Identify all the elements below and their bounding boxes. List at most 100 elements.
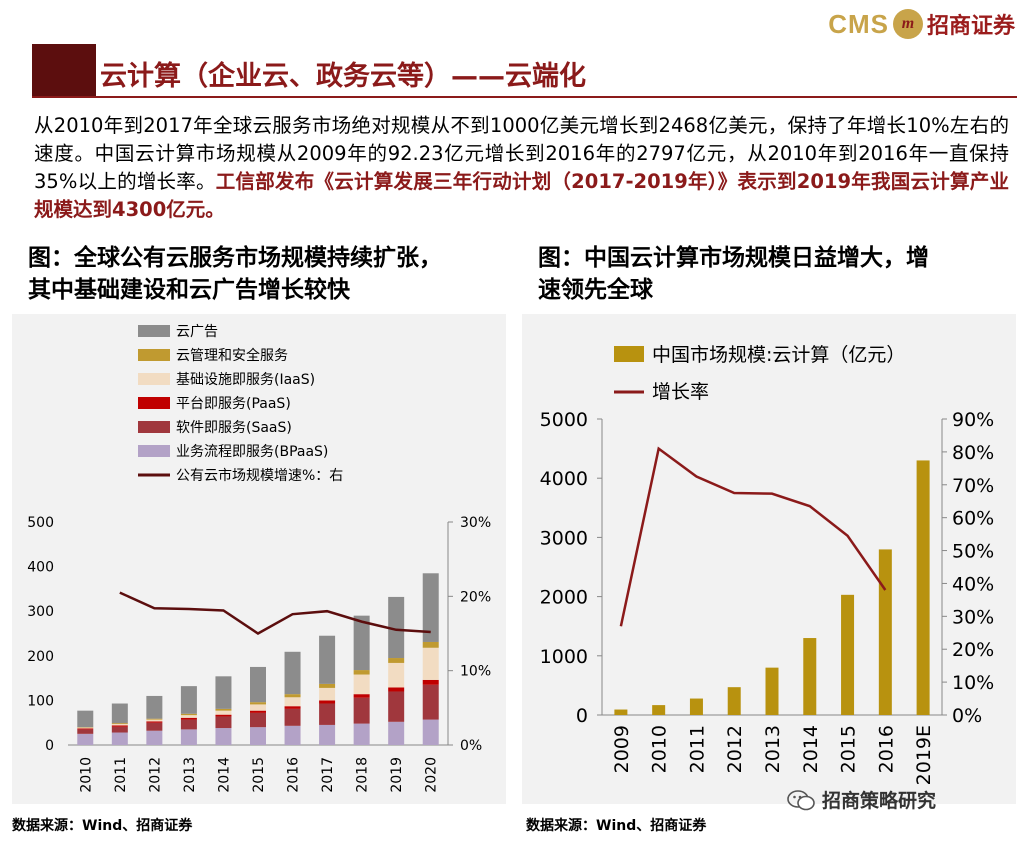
right-figure-title: 图：中国云计算市场规模日益增大，增 速领先全球 [538,242,1018,306]
bar-segment [353,697,370,724]
x-tick-label: 2015 [251,757,267,793]
bar-segment [111,703,128,724]
y-left-tick-label: 0 [45,738,54,754]
legend-label: 中国市场规模:云计算（亿元） [652,344,905,366]
bar-segment [215,716,232,729]
bar-segment [284,651,301,695]
x-tick-label: 2019 [389,757,405,793]
y-right-tick-label: 20% [952,639,994,661]
bar-segment [180,713,197,716]
china-cloud-chart: 中国市场规模:云计算（亿元） 增长率 0 1000 2000 3000 4000 5000 0%… [540,344,995,785]
y-right-tick-label: 60% [952,508,994,530]
legend-label: 平台即服务(PaaS) [176,396,291,412]
bar-segment [250,712,266,728]
bar-segment [353,674,370,695]
intro-highlight-text: 工信部发布《云计算发展三年行动计划（2017-2019年）》表示到2019年我国… [34,170,1009,221]
bar-segment [111,723,128,725]
bar [727,687,741,715]
left-figure-title-line1: 图：全球公有云服务市场规模持续扩张， [28,245,442,271]
left-figure-title-line2: 其中基础建设和云广告增长较快 [28,277,350,303]
bar [803,638,817,715]
bar-segment [146,721,163,723]
bar-segment [284,708,301,726]
bar-segment [77,729,94,734]
bar-segment [284,706,301,709]
bar-segment [319,724,336,745]
x-tick-label: 2020 [424,757,440,793]
y-left-tick-label: 500 [27,515,54,531]
left-chart-panel: 云广告 云管理和安全服务 基础设施即服务(IaaS) 平台即服务(PaaS) 软件即服务… [12,314,506,804]
growth-line [619,446,887,627]
bar-segment [353,670,370,675]
bar-segment [77,733,94,745]
wechat-watermark: 招商策略研究 [786,786,936,813]
bar-segment [250,710,266,713]
bar-segment [215,710,232,715]
watermark-text: 招商策略研究 [822,790,937,812]
left-source-note: 数据来源：Wind、招商证券 [12,818,193,834]
right-source-note: 数据来源：Wind、招商证券 [526,818,707,834]
bar-segment [180,686,197,714]
x-tick-label: 2010 [78,757,94,793]
bar-segment [284,697,301,707]
x-tick-label: 2010 [649,725,671,773]
x-tick-label: 2011 [113,757,129,793]
legend-swatch [138,445,170,457]
legend-label: 业务流程即服务(BPaaS) [176,444,328,460]
bar-segment [77,727,94,729]
legend-swatch [138,397,170,409]
x-tick-label: 2019E [913,725,935,785]
bar-segment [180,717,197,720]
bar [841,594,855,715]
x-tick-label: 2013 [182,757,198,793]
y-left-tick-label: 4000 [540,468,588,490]
y-left-tick-label: 100 [27,693,54,709]
bar-segment [180,715,197,718]
bar-segment [422,647,439,680]
bar-segment [215,676,232,709]
x-tick-label: 2012 [724,725,746,773]
x-tick-label: 2018 [355,757,371,793]
y-left-tick-label: 3000 [540,527,588,549]
bar-segment [319,683,336,688]
bar-segment [353,615,370,671]
y-left-tick-label: 1000 [540,646,588,668]
y-right-tick-label: 0% [460,738,482,754]
legend-swatch [138,373,170,385]
bar-segment [422,573,439,642]
bar-segment [353,723,370,745]
bar-segment [284,725,301,745]
bar-segment [111,726,128,733]
y-right-tick-label: 30% [460,515,491,531]
bar-segment [250,727,266,745]
x-tick-label: 2011 [686,725,708,773]
y-right-tick-label: 90% [952,409,994,431]
y-right-tick-label: 0% [952,705,982,727]
legend-label: 公有云市场规模增速%：右 [176,467,343,484]
bar [765,667,779,715]
bar [652,705,666,715]
legend-swatch [138,421,170,433]
bar-segment [388,687,405,692]
bar-segment [111,724,128,726]
bar-segment [215,728,232,745]
bar-segment [353,694,370,698]
y-right-tick-label: 20% [460,589,491,605]
y-left-tick-label: 0 [576,705,588,727]
x-tick-label: 2014 [216,757,232,793]
y-left-tick-label: 400 [27,560,54,576]
bar-segment [319,703,336,725]
x-tick-label: 2017 [320,757,336,793]
bar [878,549,892,715]
legend-swatch [138,349,170,361]
x-tick-label: 2012 [147,757,163,793]
y-right-tick-label: 30% [952,606,994,628]
bar-segment [388,658,405,663]
bar [916,460,930,715]
bar-segment [146,695,163,719]
intro-plain-text: 从2010年到2017年全球云服务市场绝对规模从不到1000亿美元增长到2468… [34,114,1009,193]
y-right-tick-label: 10% [460,664,491,680]
right-figure-title-line2: 速领先全球 [538,277,653,303]
bar-segment [146,722,163,731]
